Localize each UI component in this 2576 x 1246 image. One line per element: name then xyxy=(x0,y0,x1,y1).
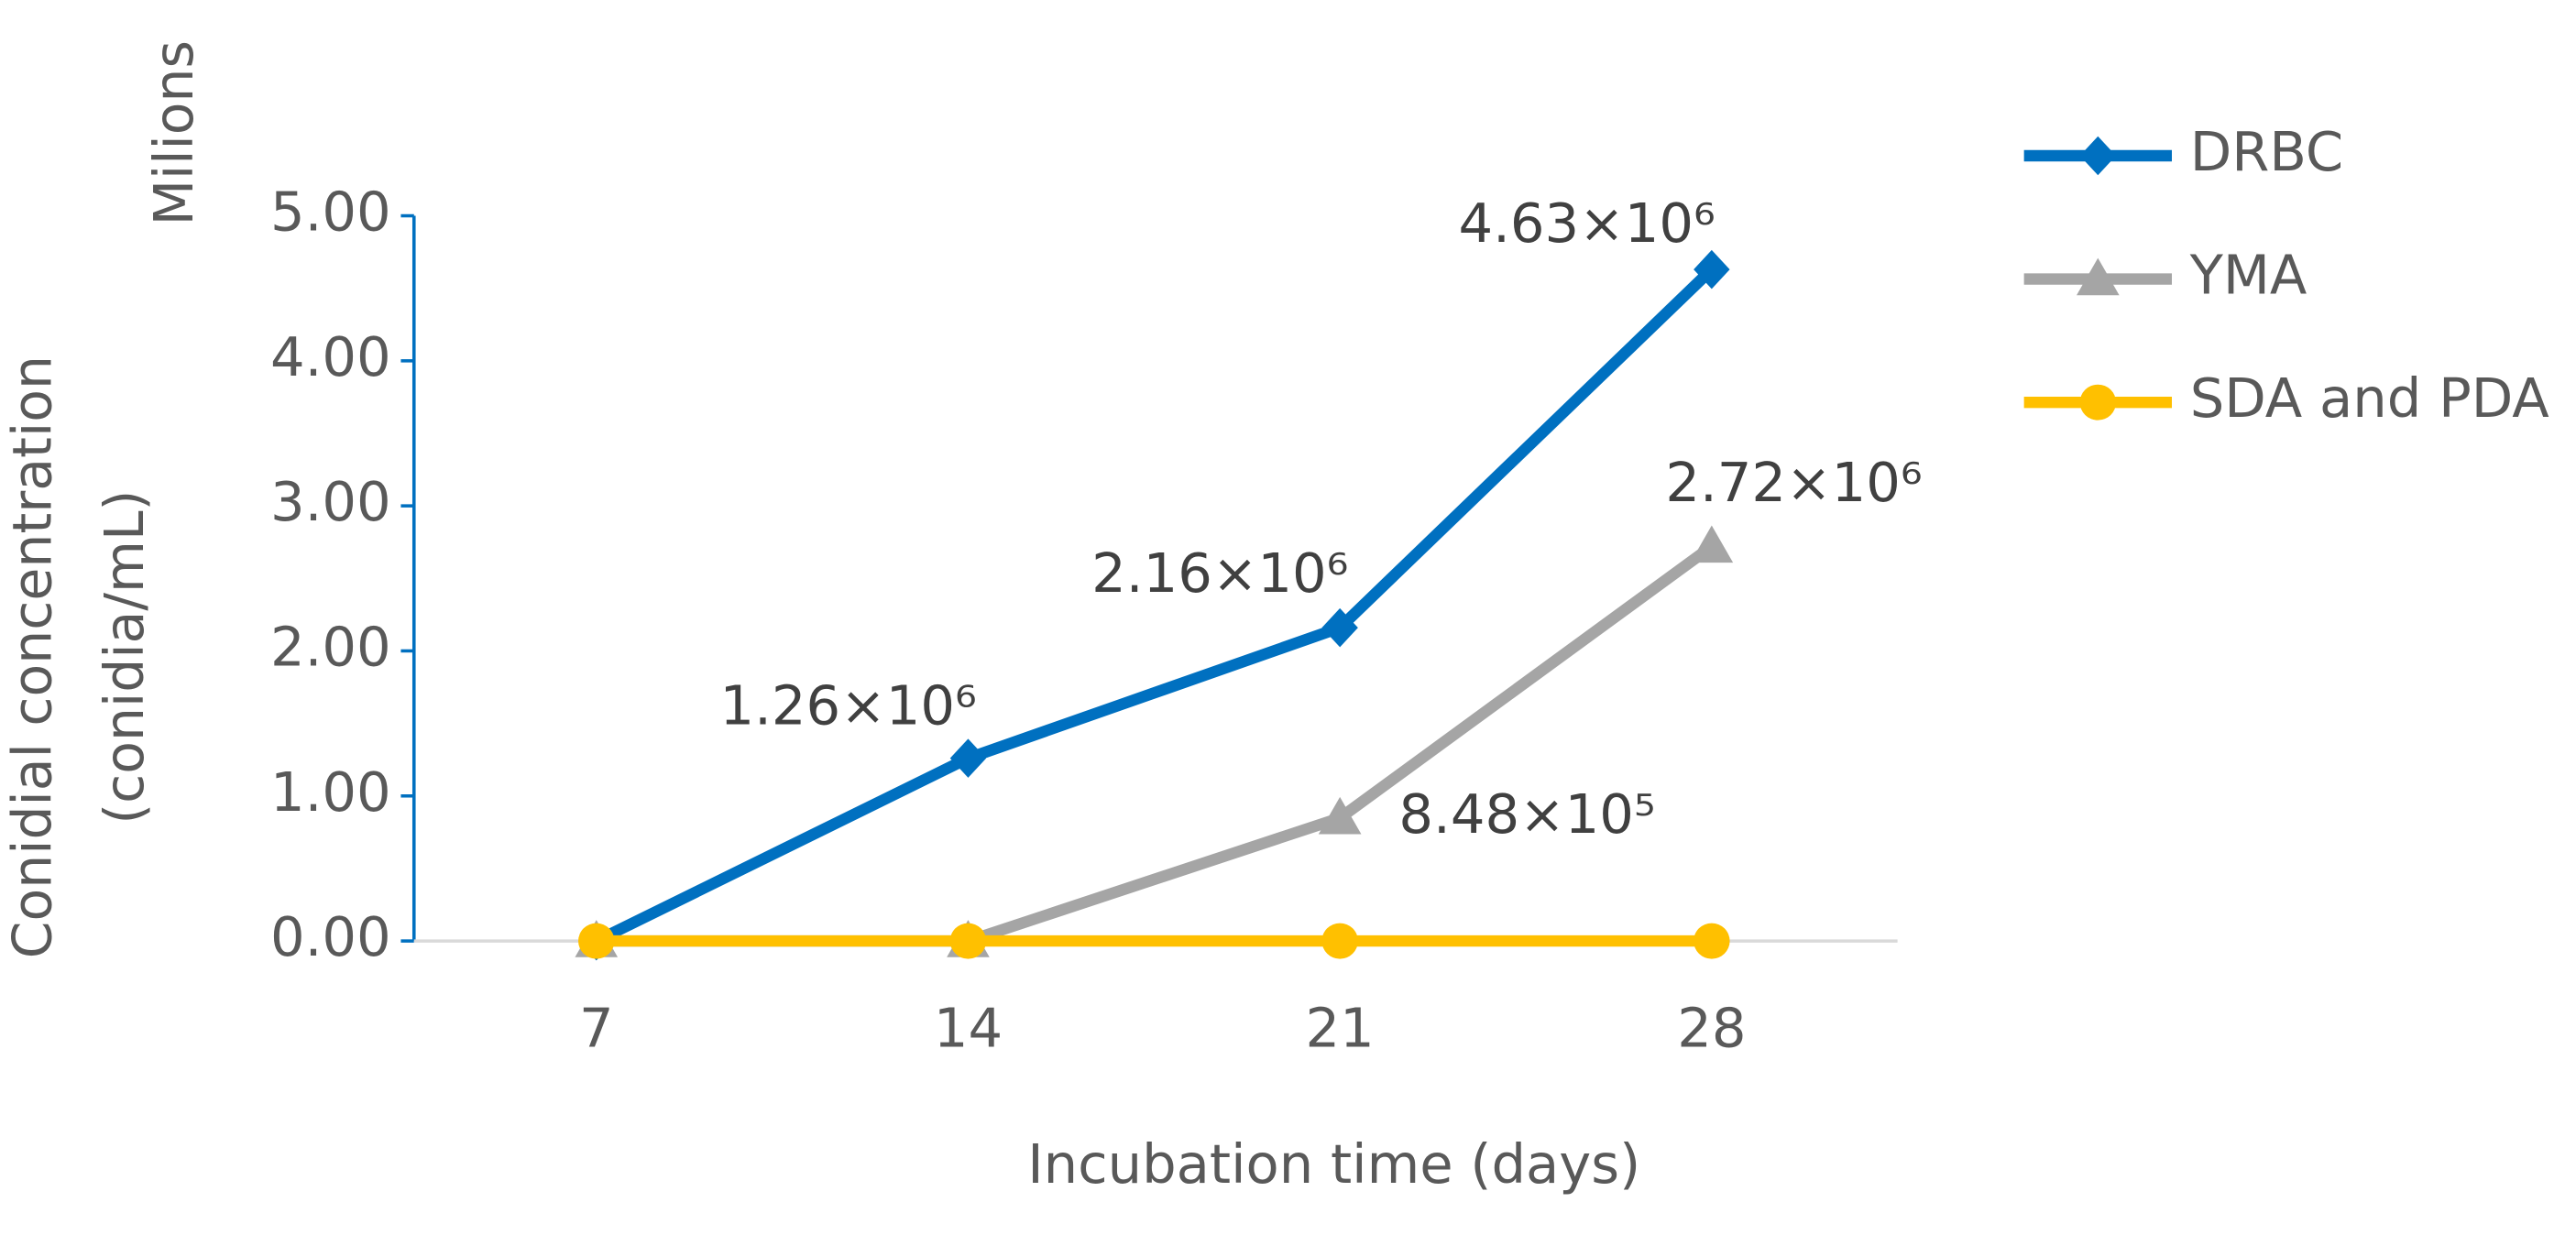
y-unit-label: Milions xyxy=(141,40,204,225)
marker xyxy=(1321,607,1358,648)
y-axis-title: Conidial concentration xyxy=(0,355,63,958)
data-label: 4.63×10⁶ xyxy=(1458,191,1715,255)
legend-label: YMA xyxy=(2189,244,2307,307)
legend-label: DRBC xyxy=(2190,120,2343,183)
data-label: 2.72×10⁶ xyxy=(1665,451,1922,514)
y-tick-label: 1.00 xyxy=(270,760,391,824)
marker xyxy=(949,738,987,778)
x-tick-label: 28 xyxy=(1677,997,1746,1060)
marker xyxy=(949,923,987,959)
series-line xyxy=(593,265,1716,946)
legend-label: SDA and PDA xyxy=(2190,367,2549,431)
marker xyxy=(1694,923,1730,959)
marker xyxy=(2079,384,2117,421)
data-label: 1.26×10⁶ xyxy=(719,674,976,738)
marker xyxy=(578,923,615,959)
x-tick-label: 14 xyxy=(934,997,1003,1060)
y-tick-label: 0.00 xyxy=(270,905,391,968)
x-tick-label: 21 xyxy=(1306,997,1375,1060)
marker xyxy=(2077,257,2120,296)
marker xyxy=(2079,136,2117,176)
series-line xyxy=(596,541,1716,947)
x-axis-title: Incubation time (days) xyxy=(1027,1132,1640,1196)
y-axis-title: (conidia/mL) xyxy=(93,490,156,825)
marker xyxy=(1321,923,1358,959)
data-label: 8.48×10⁵ xyxy=(1398,782,1655,846)
y-tick-label: 4.00 xyxy=(270,325,391,388)
marker xyxy=(1694,249,1730,290)
marker xyxy=(1318,796,1362,835)
y-tick-label: 3.00 xyxy=(270,470,391,533)
data-label: 2.16×10⁶ xyxy=(1091,542,1348,606)
x-tick-label: 7 xyxy=(579,997,614,1060)
y-tick-label: 5.00 xyxy=(270,180,391,244)
y-tick-label: 2.00 xyxy=(270,616,391,679)
marker xyxy=(1690,525,1734,563)
